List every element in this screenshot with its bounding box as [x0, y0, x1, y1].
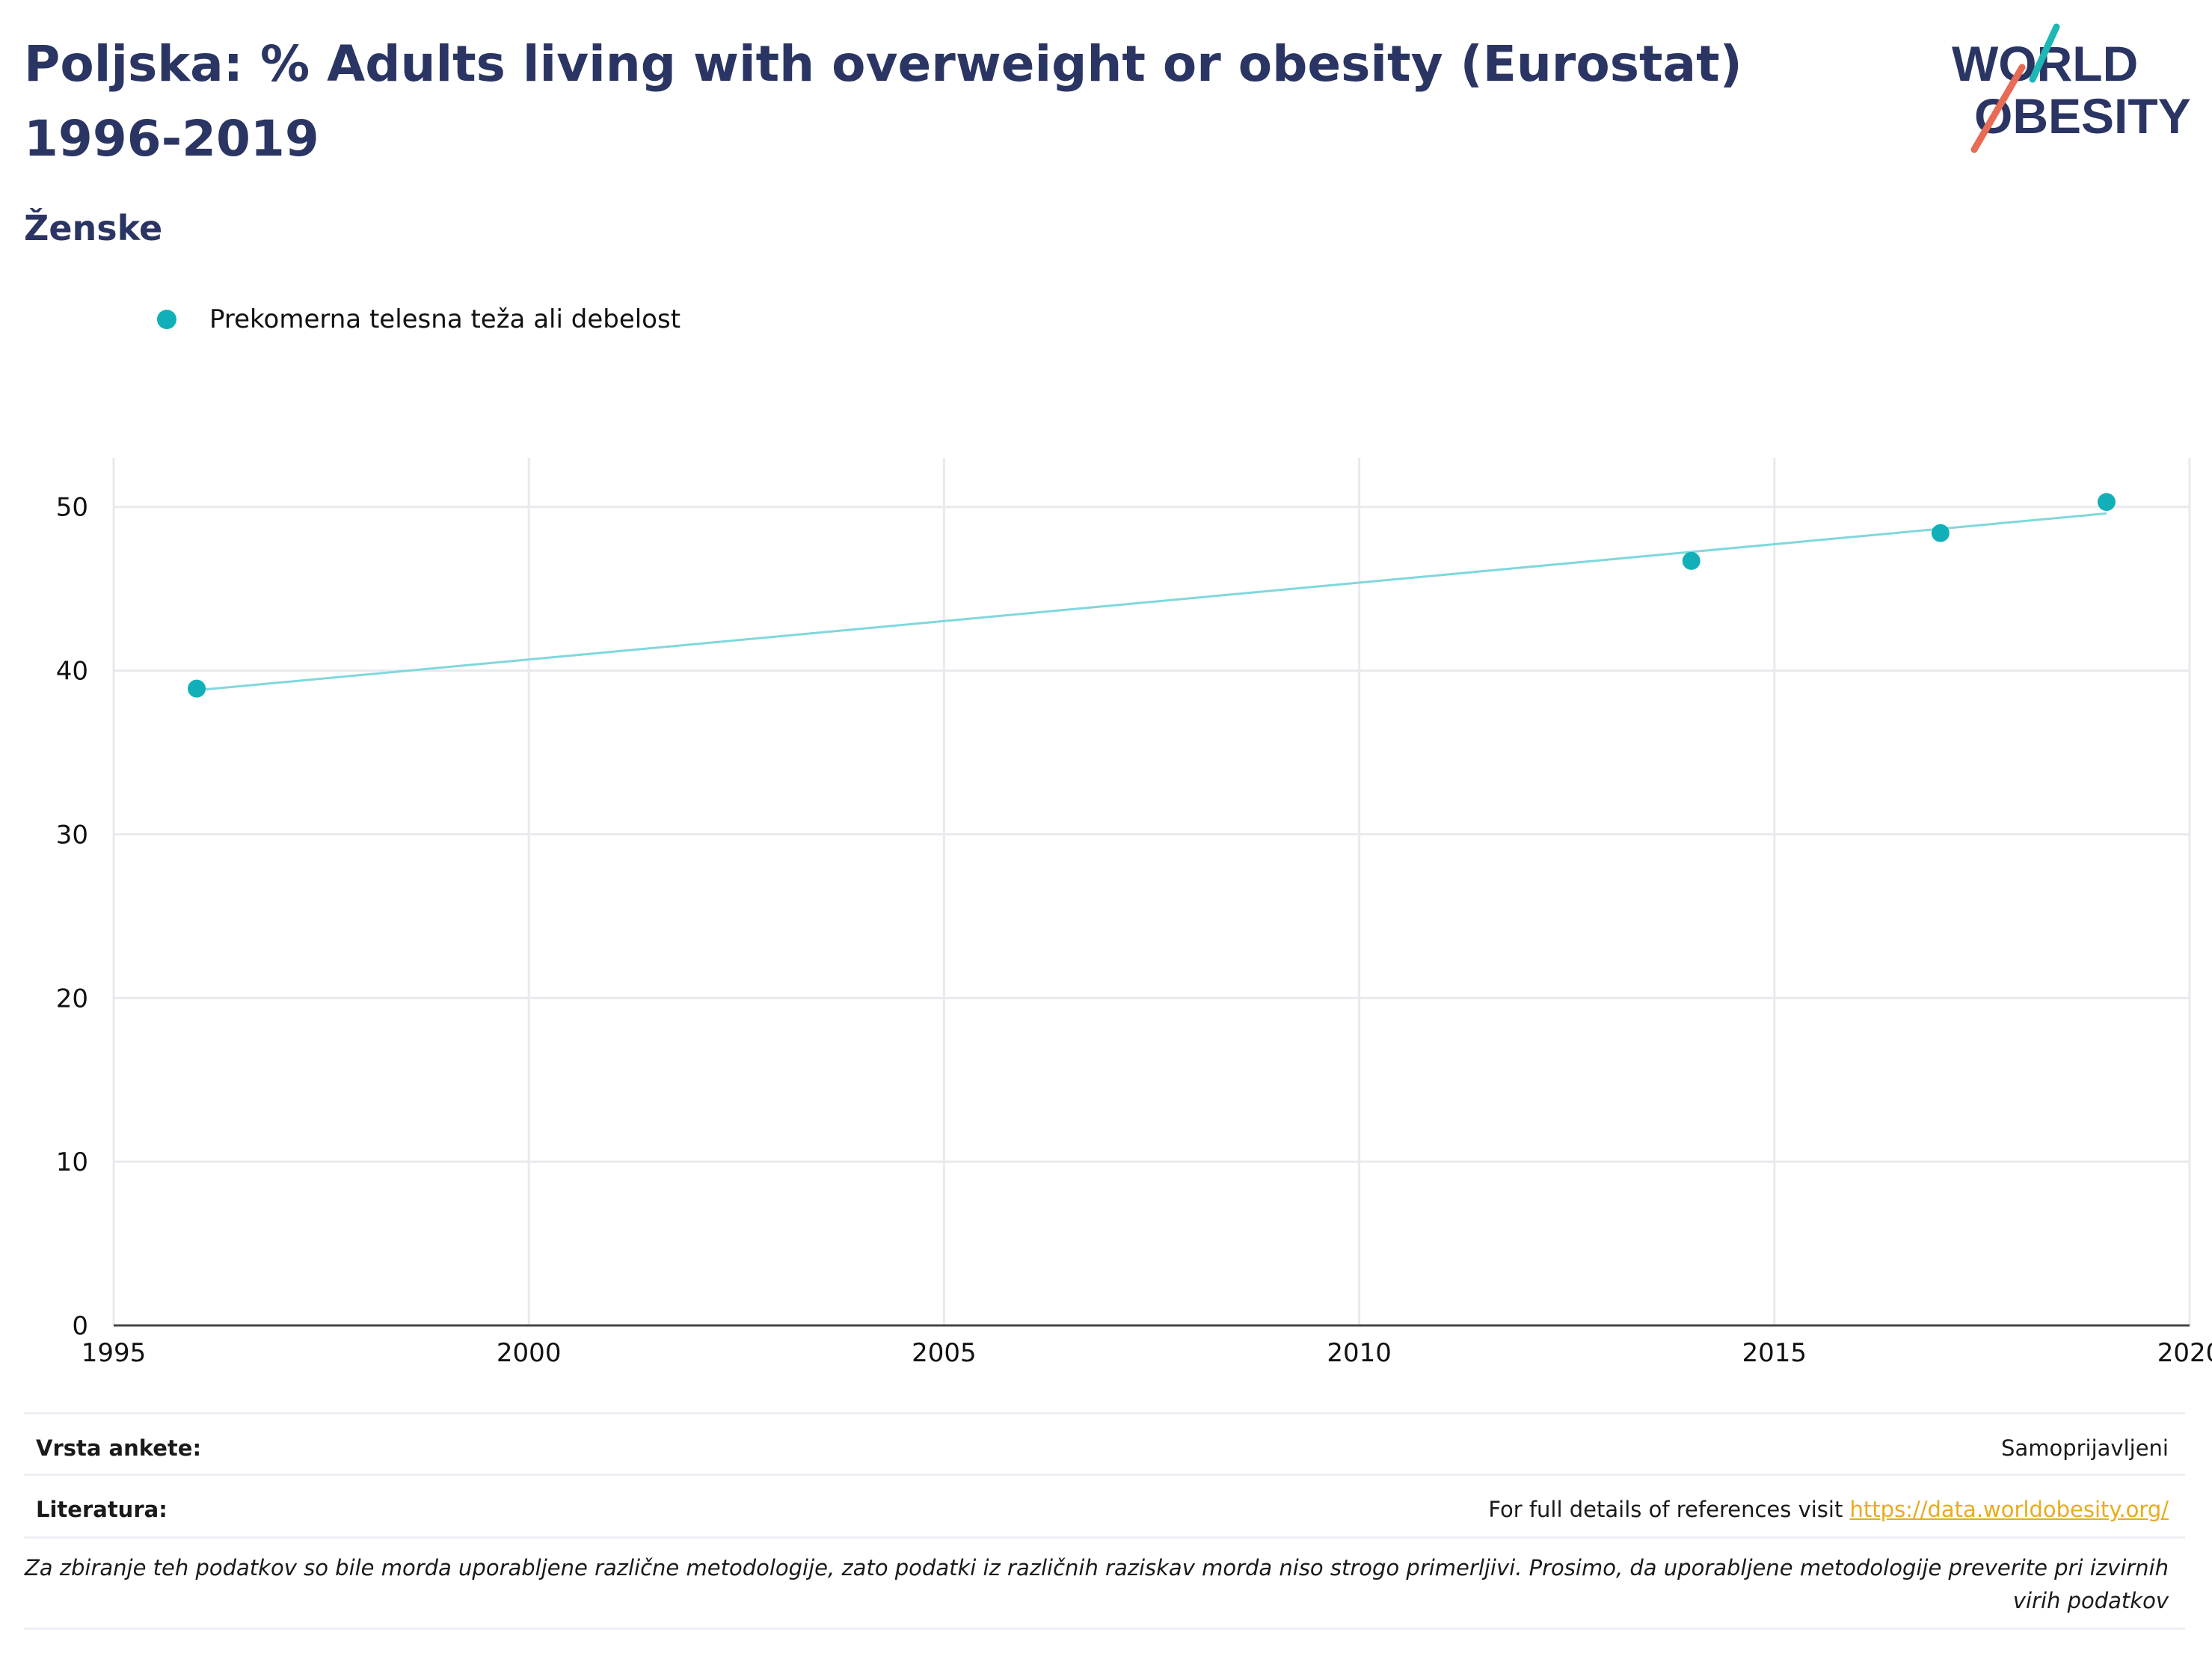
footer-divider [24, 1412, 2185, 1414]
data-point [188, 679, 206, 698]
logo-slash-teal [2029, 23, 2060, 83]
y-tick-label: 0 [72, 1311, 88, 1341]
trend-line [196, 512, 2107, 692]
chart-grid [112, 458, 2191, 1325]
survey-type-label: Vrsta ankete: [36, 1435, 202, 1461]
survey-type-row: Vrsta ankete: Samoprijavljeni [24, 1424, 2185, 1472]
world-obesity-logo: WORLD OBESITY [1952, 23, 2191, 153]
chart-points [188, 493, 2116, 698]
survey-type-value: Samoprijavljeni [2001, 1435, 2169, 1461]
y-tick-label: 40 [56, 657, 88, 687]
x-tick-label: 2015 [1742, 1338, 1807, 1368]
legend-marker [157, 310, 176, 329]
x-tick-label: 2000 [497, 1338, 562, 1368]
x-tick-label: 1995 [82, 1338, 147, 1368]
logo-line-2: OBESITY [1974, 88, 2191, 144]
chart-legend[interactable]: Prekomerna telesna teža ali debelost [157, 301, 681, 338]
data-point [2097, 493, 2116, 512]
x-tick-label: 2010 [1327, 1338, 1392, 1368]
data-point [1931, 524, 1950, 542]
footer-divider [24, 1628, 2185, 1630]
x-tick-label: 2005 [912, 1338, 977, 1368]
references-text: For full details of references visit [1488, 1497, 1850, 1522]
methodology-note: Za zbiranje teh podatkov so bile morda u… [24, 1555, 2169, 1613]
y-tick-label: 10 [56, 1147, 88, 1177]
references-value: For full details of references visit htt… [1488, 1497, 2185, 1522]
legend-label: Prekomerna telesna teža ali debelost [209, 304, 681, 334]
logo-slash-coral [1970, 64, 2026, 153]
chart-subtitle: Ženske [24, 208, 163, 248]
references-link[interactable]: https://data.worldobesity.org/ [1849, 1497, 2169, 1522]
footer-divider [24, 1474, 2185, 1476]
references-row: Literatura: For full details of referenc… [24, 1485, 2185, 1533]
y-tick-label: 20 [56, 984, 88, 1014]
data-point [1682, 551, 1701, 570]
y-tick-label: 50 [56, 493, 88, 523]
references-label: Literatura: [36, 1497, 168, 1522]
chart-trend-line-group [196, 512, 2107, 692]
y-tick-label: 30 [56, 820, 88, 850]
footer-divider [24, 1536, 2185, 1539]
chart-title: Poljska: % Adults living with overweight… [24, 35, 1742, 168]
